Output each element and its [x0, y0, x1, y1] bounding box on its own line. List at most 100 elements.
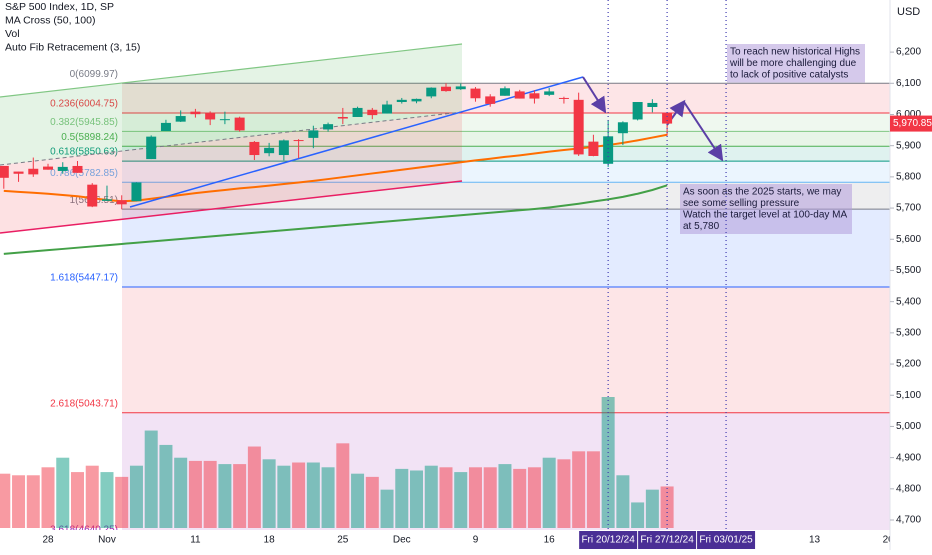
candle-body [249, 141, 260, 156]
x-tick-label: 28 [42, 535, 54, 546]
fib-label: 3.618(4640.25) [50, 524, 118, 535]
y-tick-label: 6,100 [896, 78, 921, 89]
fib-label: 0.786(5782.85) [50, 168, 118, 179]
fib-zone [122, 83, 890, 114]
candle-body [219, 119, 230, 121]
y-tick-label: 5,200 [896, 359, 921, 370]
volume-bar [100, 472, 114, 528]
annotation-box [680, 184, 852, 234]
candle-body [190, 111, 201, 115]
candle-body [514, 91, 525, 99]
annotation-text: to lack of positive catalysts [730, 70, 848, 81]
candle-body [337, 116, 348, 119]
x-tick-label: Fri 20/12/24 [581, 535, 635, 546]
candle-body [544, 91, 555, 95]
annotation-box [727, 44, 865, 83]
y-tick-label: 6,200 [896, 47, 921, 58]
volume-bar [424, 465, 438, 528]
legend-entry: Vol [5, 28, 20, 40]
volume-bar [380, 489, 394, 528]
volume-bar [483, 467, 497, 528]
annotation-text: will be more challenging due [729, 58, 857, 69]
candle-body [499, 88, 510, 96]
candle-body [13, 171, 24, 174]
date-marker-box [638, 531, 697, 549]
y-tick-label: 5,700 [896, 203, 921, 214]
candle-body [43, 166, 54, 170]
volume-bar [468, 467, 482, 528]
x-tick-label: 18 [264, 535, 276, 546]
candle-body [175, 116, 186, 122]
volume-bar [557, 459, 571, 528]
volume-bar [41, 467, 55, 528]
volume-bar [365, 476, 379, 528]
annotation-text: To reach new historical Highs [730, 47, 860, 58]
candle-body [352, 107, 363, 117]
candle-body [323, 124, 334, 130]
volume-bar [56, 457, 70, 528]
candle-body [617, 122, 628, 134]
legend-entry: Auto Fib Retracement (3, 15) [5, 41, 140, 53]
volume-bar [616, 475, 630, 528]
x-axis: 28 Nov 11 18 25 Dec 9 16 Fri 20/12/24 Fri 27/12/2… [42, 531, 894, 549]
x-tick-label: Dec [393, 535, 411, 546]
volume-bar [277, 465, 291, 528]
x-tick-label: 13 [809, 535, 821, 546]
volume-bar [336, 443, 350, 528]
volume-bar [85, 465, 99, 528]
fib-label: 0.5(5898.24) [61, 132, 118, 143]
volume-bar [542, 457, 556, 528]
candle-body [573, 99, 584, 155]
candle-body [131, 182, 142, 202]
moving-average [3, 184, 668, 255]
trend-line [129, 76, 584, 208]
candle-body [278, 140, 289, 156]
plot-area: 0(6099.97) 0.236(6004.75) 0.382(5945.85) 0.… [0, 0, 890, 535]
annotation-text: Watch the target level at 100-day MA [683, 210, 847, 221]
volume-bar [203, 460, 217, 528]
volume-bar [12, 475, 26, 528]
volume-bar [159, 444, 173, 528]
candle-body [160, 122, 171, 132]
channel-upper-fill [0, 44, 462, 165]
volume-bar [188, 460, 202, 528]
date-marker-box [697, 531, 756, 549]
candle-body [367, 109, 378, 116]
annotation-text: at 5,780 [683, 221, 720, 232]
y-tick-label: 6,000 [896, 109, 921, 120]
annotation-text: As soon as the 2025 starts, we may [683, 187, 841, 198]
volume-bar [498, 464, 512, 528]
x-tick-label: 9 [473, 535, 479, 546]
y-tick-label: 5,600 [896, 234, 921, 245]
y-tick-label: 4,900 [896, 452, 921, 463]
arrow [582, 76, 607, 114]
candle-body [455, 86, 466, 90]
volume-bar [439, 467, 453, 528]
candle-body [662, 112, 673, 124]
candle-body [603, 136, 614, 164]
volume-bar [601, 397, 615, 528]
volume-bar [395, 468, 409, 528]
volume-bar [129, 465, 143, 528]
y-tick-label: 5,000 [896, 421, 921, 432]
candle-body [234, 117, 245, 131]
x-tick-label: 25 [337, 535, 349, 546]
annotation-text: see some selling pressure [683, 198, 800, 209]
volume-bar [660, 486, 674, 528]
fib-zone [122, 161, 890, 183]
candle-body [72, 165, 83, 173]
candle-body [146, 136, 157, 160]
volume-bar [410, 470, 424, 528]
volume-bar [233, 464, 247, 528]
candle-body [101, 199, 112, 201]
moving-average [3, 133, 668, 203]
channel-lower [0, 180, 463, 234]
volume-bar [645, 489, 659, 528]
last-price-box [890, 115, 932, 132]
y-tick-label: 5,300 [896, 327, 921, 338]
volume-bar [631, 502, 645, 528]
y-tick-label: 5,900 [896, 140, 921, 151]
fib-label: 1.618(5447.17) [50, 273, 118, 284]
y-tick-label: 5,100 [896, 390, 921, 401]
